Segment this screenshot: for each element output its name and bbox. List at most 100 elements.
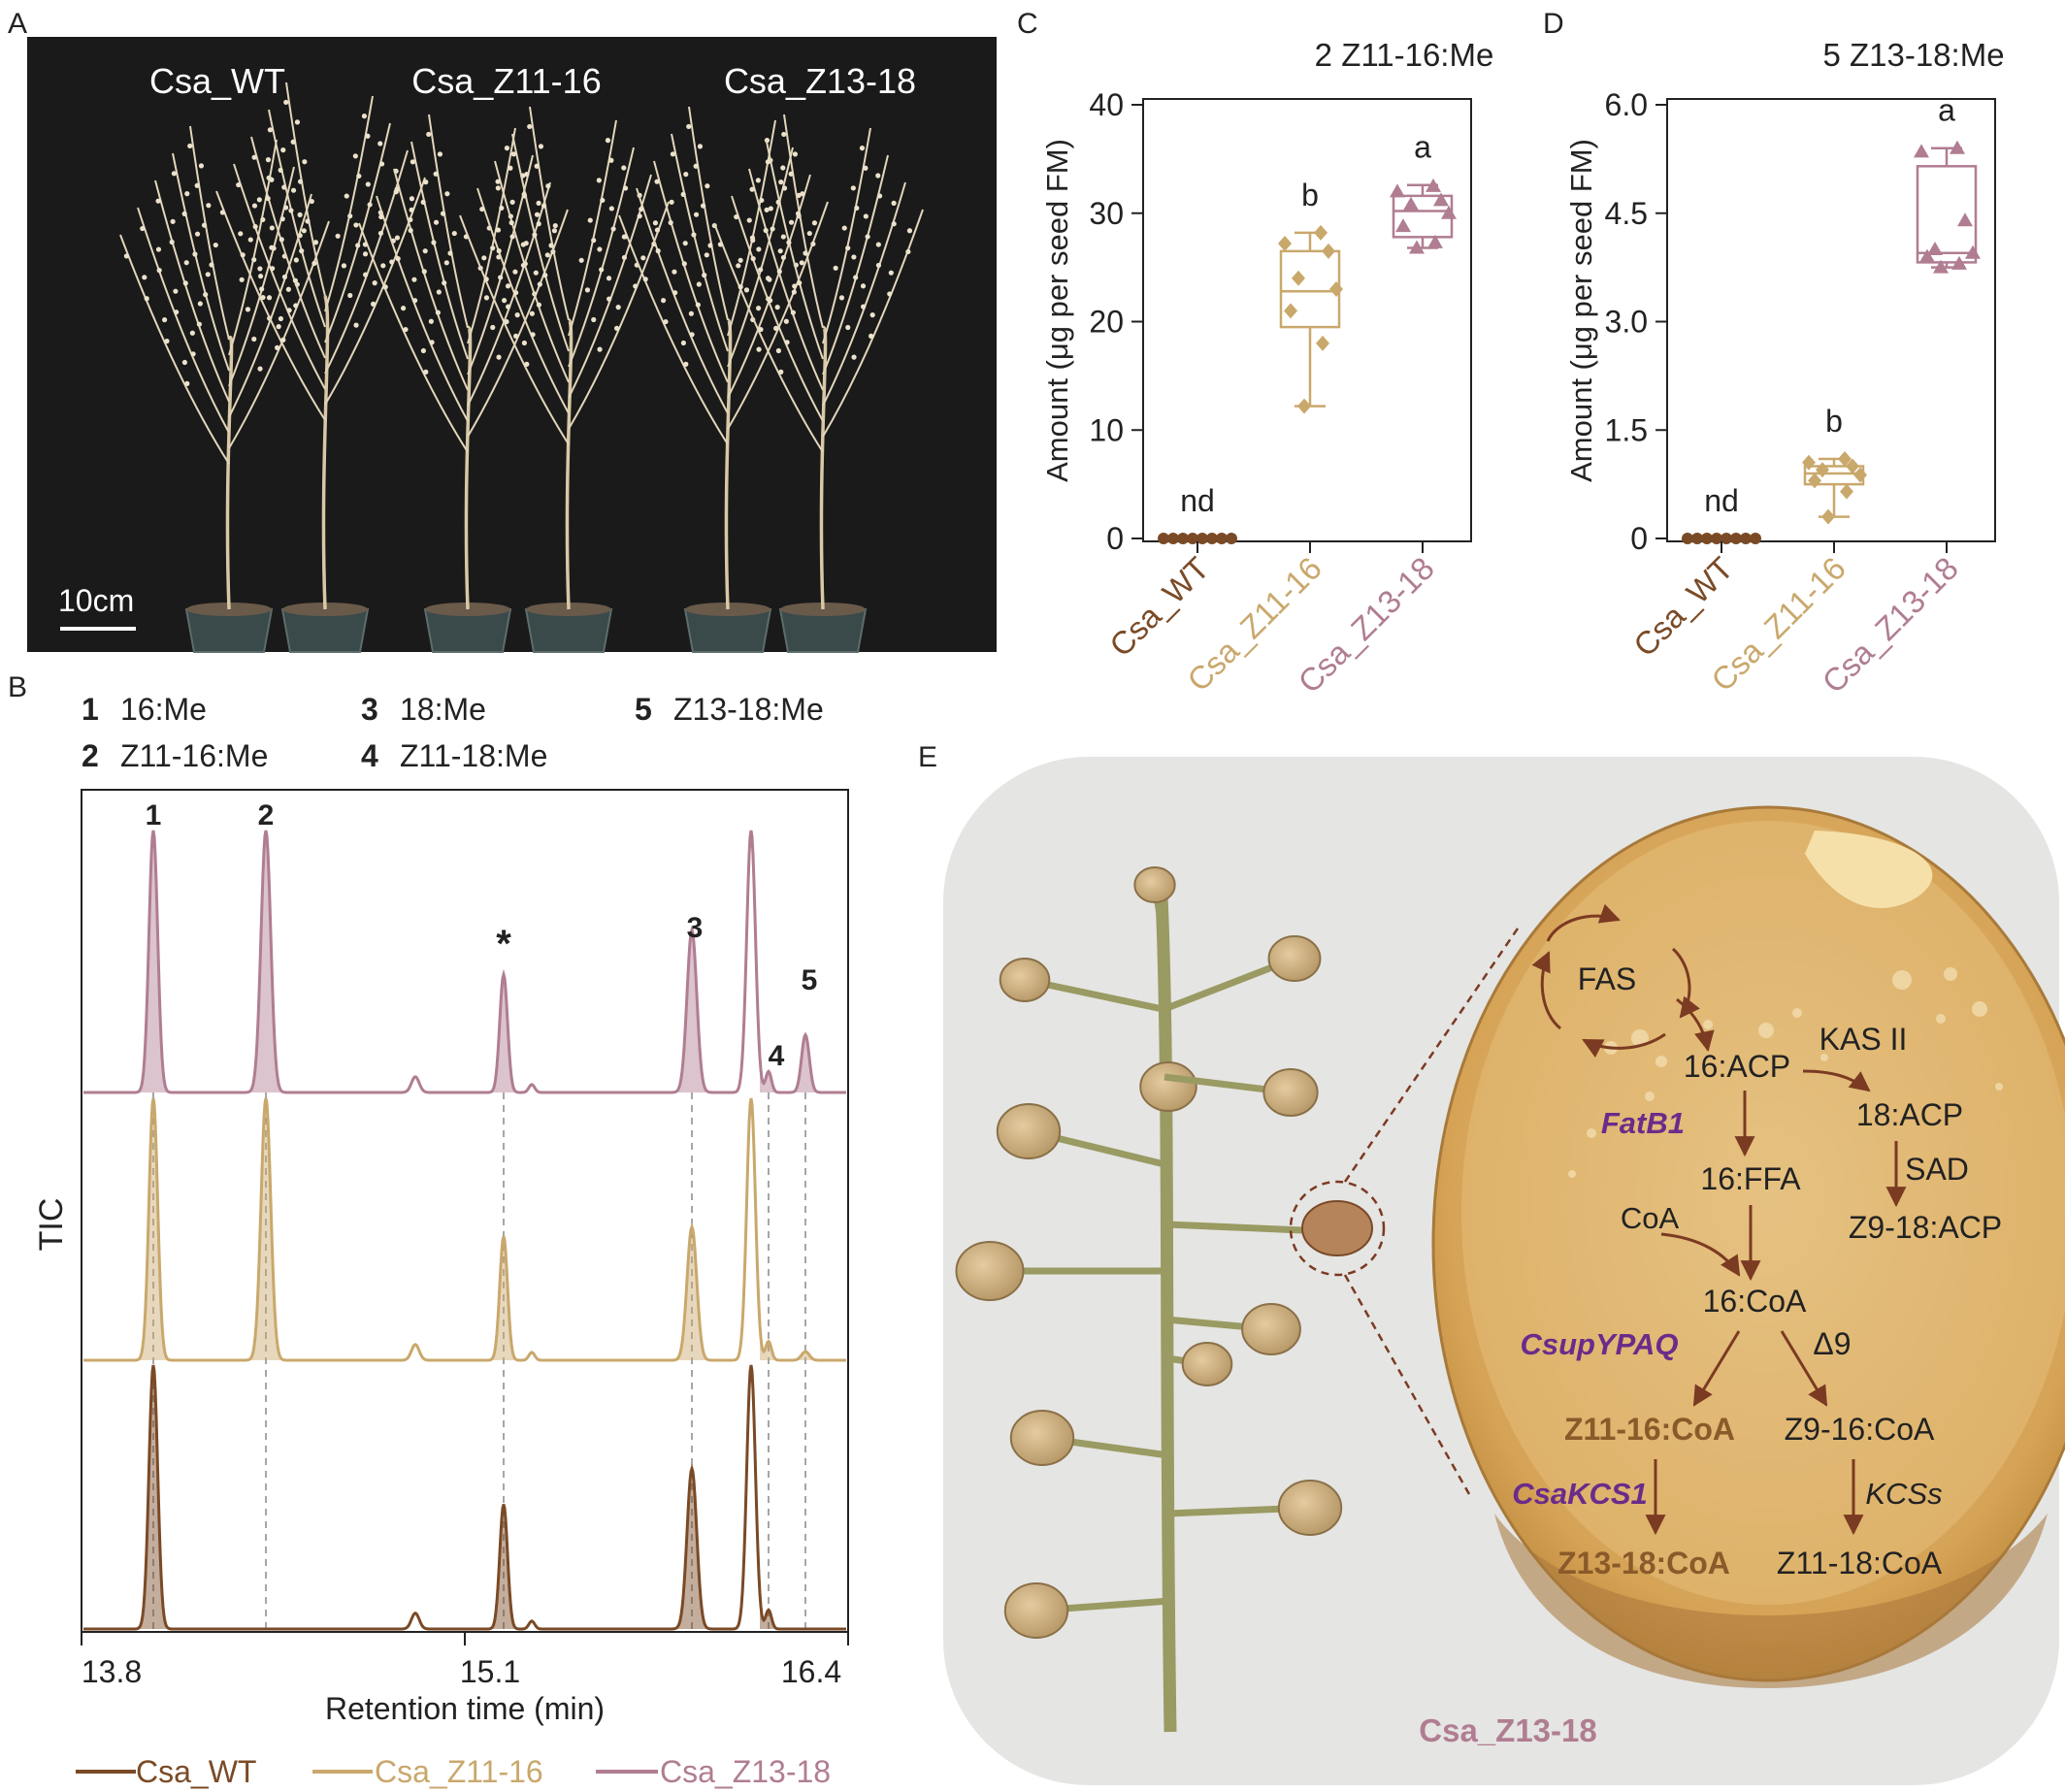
seed-pod-dot — [530, 332, 536, 338]
chart-c-yticks: 0 10 20 30 40 — [1089, 87, 1124, 556]
seed-pod-dot — [621, 254, 628, 261]
seed-pod-dot — [219, 210, 225, 215]
seed-pod-dot — [755, 178, 761, 183]
panel-e-caption: Csa_Z13-18 — [1419, 1712, 1596, 1748]
data-point — [1196, 533, 1208, 544]
chart-c-group-label-2: a — [1414, 130, 1431, 165]
seed-pod-dot — [403, 326, 409, 333]
seed-pod-dot — [544, 252, 550, 258]
data-point — [1390, 183, 1405, 198]
peak-label-1: 1 — [146, 799, 162, 831]
seed-pod-dot — [251, 154, 257, 160]
lipid-droplet — [1936, 1014, 1946, 1024]
compound-name-3: 18:Me — [400, 692, 486, 727]
box-iqr — [1279, 249, 1341, 329]
seed-pod-dot — [184, 380, 190, 386]
seed-pod-dot — [510, 151, 516, 157]
seed-pod-dot — [423, 369, 429, 375]
chromatogram-ylabel: TIC — [33, 1198, 70, 1252]
plants-photo: Csa_WT Csa_Z11-16 Csa_Z13-18 10cm — [27, 37, 997, 653]
seed-pod-dot — [378, 161, 385, 167]
seed-pod-dot — [362, 251, 369, 257]
data-point — [1957, 212, 1973, 227]
seed-pod-dot — [286, 308, 292, 313]
chart-d-ytick-0: 0 — [1630, 521, 1648, 556]
seed-pod-dot — [700, 203, 706, 209]
seed-pod — [955, 1241, 1025, 1301]
data-point — [1433, 192, 1449, 207]
plant-branch — [766, 141, 824, 360]
chart-c-group-label-0: nd — [1180, 483, 1215, 518]
data-point — [1216, 533, 1228, 544]
seed-pod-dot — [783, 318, 789, 324]
seed-pod-dot — [780, 234, 786, 240]
lipid-droplet — [1645, 1091, 1655, 1101]
seed-pod-dot — [443, 260, 449, 266]
seed-pod-dot — [495, 185, 501, 191]
seed-pod-dot — [514, 312, 520, 318]
seed-pod-dot — [433, 219, 440, 225]
seed-pod-dot — [367, 202, 373, 208]
seed-pod-dot — [251, 203, 258, 209]
seed-pod-dot — [335, 233, 341, 239]
seed-pod-dot — [542, 273, 548, 278]
seed-pod-dot — [440, 211, 446, 216]
seed-pod-dot — [851, 254, 857, 260]
seed-pod-dot — [551, 228, 558, 234]
seed-pod-dot — [196, 321, 202, 327]
seed-pod-dot — [532, 232, 538, 238]
seed-pod-dot — [670, 151, 675, 157]
lipid-droplet — [1587, 1128, 1596, 1138]
box-chart-z1318: 5 Z13-18:Me Amount (μg per seed FM) 0 1.… — [1564, 37, 2005, 700]
seed-pod-dot — [162, 317, 168, 323]
pathway-16coa: 16:CoA — [1703, 1284, 1807, 1319]
seed-pod-dot — [622, 185, 629, 191]
seed-pod-dot — [591, 316, 597, 323]
seed-pod-dot — [680, 340, 687, 346]
plant-branch — [137, 207, 230, 434]
seed-pod-dot — [257, 366, 263, 372]
plant-branch — [748, 168, 824, 391]
seed-pod-dot — [505, 283, 511, 289]
data-point — [1158, 533, 1169, 544]
seed-pod-dot — [767, 277, 772, 282]
photo-label-z1116: Csa_Z11-16 — [411, 61, 601, 101]
seed-pod-dot — [696, 281, 702, 287]
seed-pod-dot — [524, 361, 530, 367]
seed-pod-dot — [365, 133, 371, 139]
plant-branch — [636, 187, 729, 414]
seed-pod-dot — [269, 244, 275, 250]
data-point — [1226, 533, 1237, 544]
seed-pod-dot — [778, 179, 784, 185]
seed-pod-dot — [768, 298, 773, 304]
lipid-droplets — [1568, 967, 2003, 1178]
peak-label-star: * — [496, 923, 511, 965]
seed-pod-dot — [299, 248, 305, 254]
plant-branch — [688, 106, 729, 321]
seed-pod-dot — [523, 241, 529, 246]
seed-pod-dot — [606, 276, 612, 281]
pathway-z916coa: Z9-16:CoA — [1785, 1412, 1935, 1447]
plant-group — [119, 81, 924, 653]
seed-pod-dot — [502, 298, 508, 304]
seed-pod-dot — [260, 294, 266, 301]
lipid-droplet — [1820, 1054, 1828, 1061]
plant-branch — [618, 214, 729, 445]
seed-pod-dot — [408, 227, 413, 234]
plant-branch — [653, 160, 729, 383]
compound-name-2: Z11-16:Me — [120, 738, 268, 773]
seed-pod-dot — [209, 262, 214, 268]
seed-pod-dot — [533, 270, 539, 276]
seed-pod-dot — [259, 286, 265, 292]
seed-pod-dot — [875, 173, 881, 179]
plant-branch — [215, 190, 326, 421]
compound-legend: 1 16:Me 2 Z11-16:Me 3 18:Me 4 Z11-18:Me … — [82, 692, 824, 773]
pathway-16acp: 16:ACP — [1684, 1049, 1790, 1084]
data-point — [1701, 533, 1713, 544]
data-point — [1846, 458, 1859, 474]
seed-pod-dot — [236, 181, 242, 188]
seed-pod-dot — [756, 306, 762, 311]
pathway-csakcs1: CsaKCS1 — [1512, 1477, 1648, 1511]
seed-pod-dot — [267, 127, 273, 133]
chart-c-ylabel: Amount (μg per seed FM) — [1040, 139, 1074, 482]
